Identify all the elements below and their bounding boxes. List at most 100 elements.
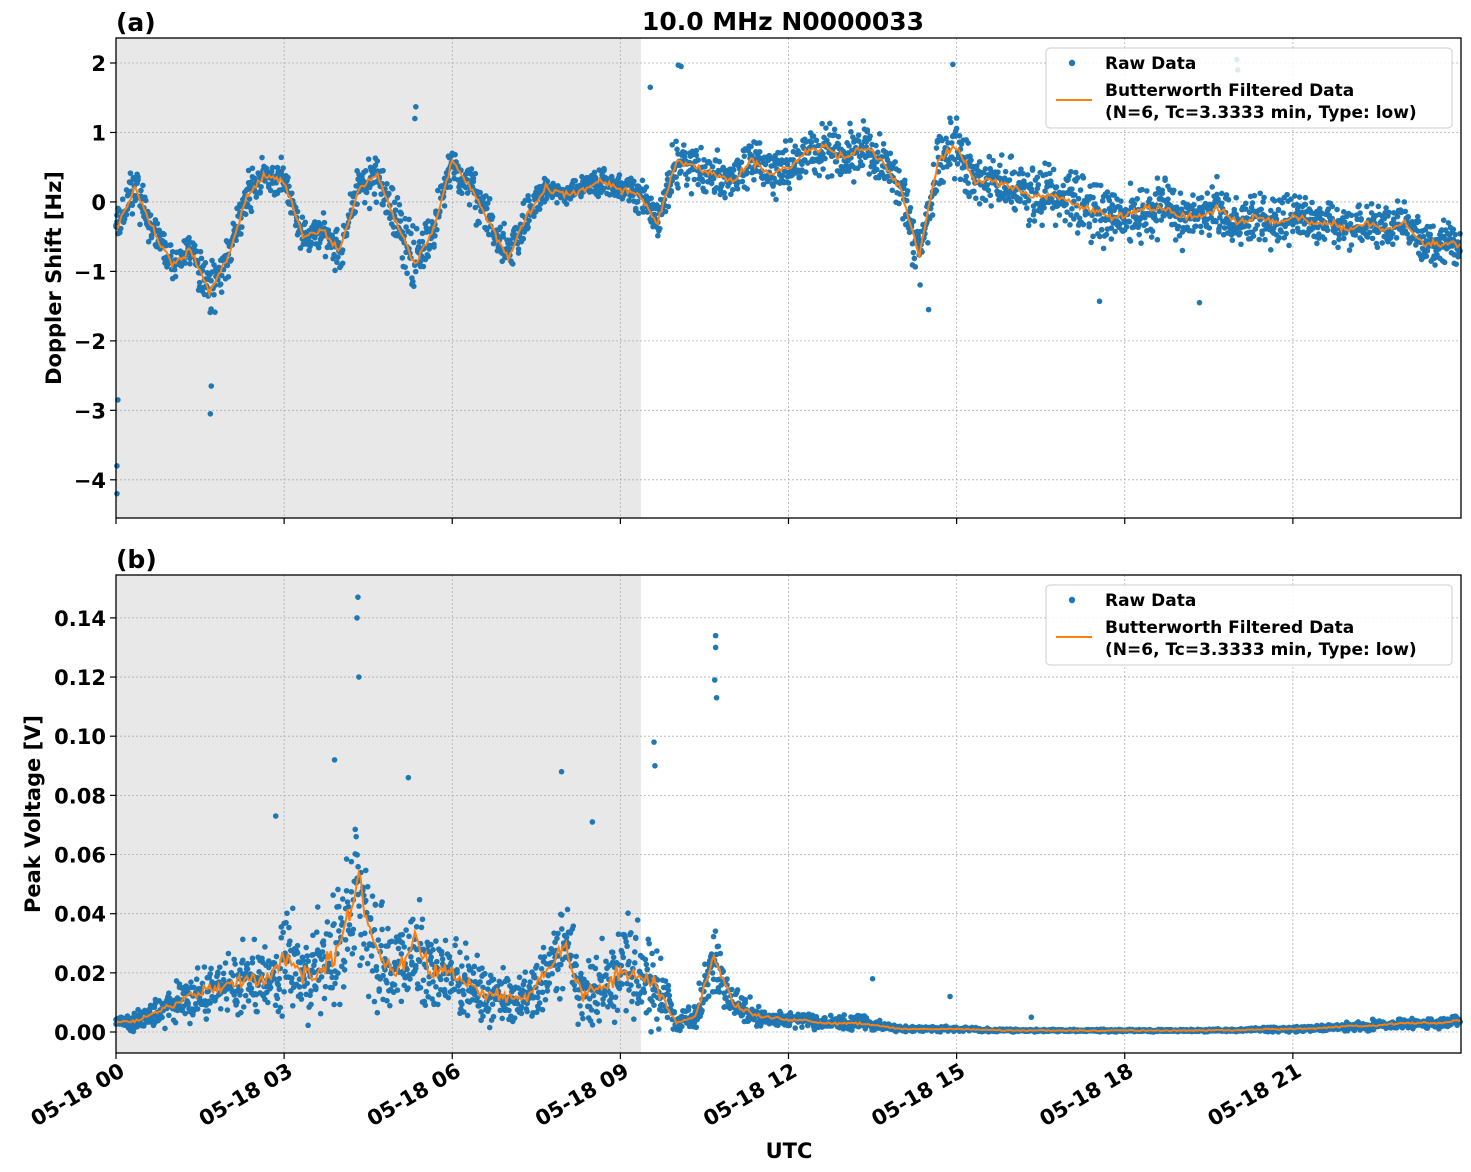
raw-data-point	[399, 255, 406, 261]
raw-data-point	[643, 961, 650, 968]
raw-data-point	[951, 175, 958, 182]
raw-data-outlier	[114, 490, 120, 497]
raw-data-point	[497, 224, 504, 231]
raw-data-point	[600, 1001, 606, 1007]
raw-data-point	[1153, 217, 1160, 224]
raw-data-point	[501, 220, 507, 227]
raw-data-point	[353, 833, 359, 840]
raw-data-point	[784, 161, 791, 168]
raw-data-point	[896, 200, 902, 207]
raw-data-point	[965, 180, 971, 186]
raw-data-point	[278, 934, 285, 941]
raw-data-point	[202, 260, 209, 266]
raw-data-point	[466, 201, 473, 208]
raw-data-point	[297, 991, 304, 998]
raw-data-point	[359, 955, 365, 961]
raw-data-point	[441, 986, 448, 993]
raw-data-point	[208, 965, 214, 972]
raw-data-point	[349, 950, 356, 957]
raw-data-point	[161, 231, 167, 238]
raw-data-point	[404, 270, 410, 277]
raw-data-point	[1086, 221, 1093, 227]
raw-data-point	[634, 917, 641, 923]
raw-data-point	[639, 177, 646, 184]
y-tick-label: 0.04	[54, 903, 106, 927]
raw-data-point	[154, 220, 161, 227]
raw-data-point	[1286, 242, 1292, 249]
raw-data-point	[390, 224, 397, 230]
figure-title: 10.0 MHz N0000033	[642, 7, 924, 36]
raw-data-point	[322, 983, 329, 990]
raw-data-point	[1191, 201, 1197, 208]
raw-data-point	[747, 994, 753, 1000]
y-tick-label: 0.10	[54, 725, 106, 749]
raw-data-point	[1209, 184, 1215, 190]
raw-data-point	[171, 266, 178, 273]
raw-data-point	[1217, 223, 1223, 229]
raw-data-point	[1280, 210, 1287, 216]
raw-data-point	[162, 1025, 168, 1032]
raw-data-point	[1068, 168, 1074, 175]
raw-data-point	[332, 980, 338, 987]
raw-data-point	[249, 955, 256, 961]
raw-data-point	[373, 199, 380, 206]
raw-data-point	[929, 212, 936, 218]
raw-data-point	[244, 966, 251, 972]
raw-data-point	[705, 993, 712, 999]
raw-data-point	[362, 930, 368, 937]
raw-data-point	[308, 239, 314, 246]
raw-data-point	[167, 242, 174, 248]
raw-data-point	[631, 949, 638, 955]
raw-data-point	[1296, 194, 1303, 201]
raw-data-point	[1074, 175, 1081, 181]
raw-data-point	[352, 209, 359, 215]
raw-data-point	[489, 214, 496, 220]
raw-data-point	[599, 935, 605, 942]
raw-data-point	[1117, 221, 1123, 227]
raw-data-point	[434, 958, 440, 965]
raw-data-point	[348, 889, 355, 895]
raw-data-point	[341, 967, 348, 973]
raw-data-point	[367, 916, 374, 922]
raw-data-point	[364, 960, 371, 967]
raw-data-point	[1261, 194, 1267, 201]
raw-data-point	[1053, 184, 1060, 190]
raw-data-point	[380, 201, 386, 208]
raw-data-point	[1423, 253, 1430, 260]
y-tick-label: 0.08	[54, 784, 106, 808]
raw-data-point	[1179, 247, 1186, 254]
raw-data-point	[408, 230, 414, 237]
raw-data-point	[453, 936, 459, 942]
raw-data-point	[1027, 181, 1034, 188]
raw-data-point	[739, 178, 746, 185]
raw-data-point	[1321, 236, 1328, 242]
raw-data-point	[930, 161, 937, 168]
raw-data-point	[277, 1004, 284, 1011]
raw-data-point	[988, 203, 995, 209]
raw-data-point	[624, 943, 630, 950]
raw-data-point	[1159, 190, 1166, 197]
raw-data-point	[215, 969, 221, 976]
raw-data-point	[207, 1000, 213, 1006]
raw-data-point	[1359, 237, 1365, 244]
raw-data-point	[258, 184, 264, 190]
raw-data-point	[420, 263, 427, 270]
raw-data-point	[1348, 242, 1355, 248]
y-tick-label: −4	[74, 469, 106, 493]
raw-data-point	[411, 283, 417, 290]
raw-data-point	[580, 1015, 586, 1022]
raw-data-point	[252, 1001, 259, 1008]
raw-data-point	[828, 173, 835, 179]
raw-data-point	[434, 226, 440, 233]
raw-data-point	[197, 248, 204, 255]
raw-data-point	[304, 953, 310, 959]
raw-data-point	[756, 140, 763, 146]
raw-data-point	[933, 188, 940, 194]
raw-data-point	[611, 1019, 618, 1026]
raw-data-point	[262, 944, 268, 950]
raw-data-point	[665, 987, 672, 994]
raw-data-point	[423, 988, 430, 995]
raw-data-point	[822, 155, 828, 162]
raw-data-point	[730, 167, 737, 173]
raw-data-point	[336, 903, 342, 910]
